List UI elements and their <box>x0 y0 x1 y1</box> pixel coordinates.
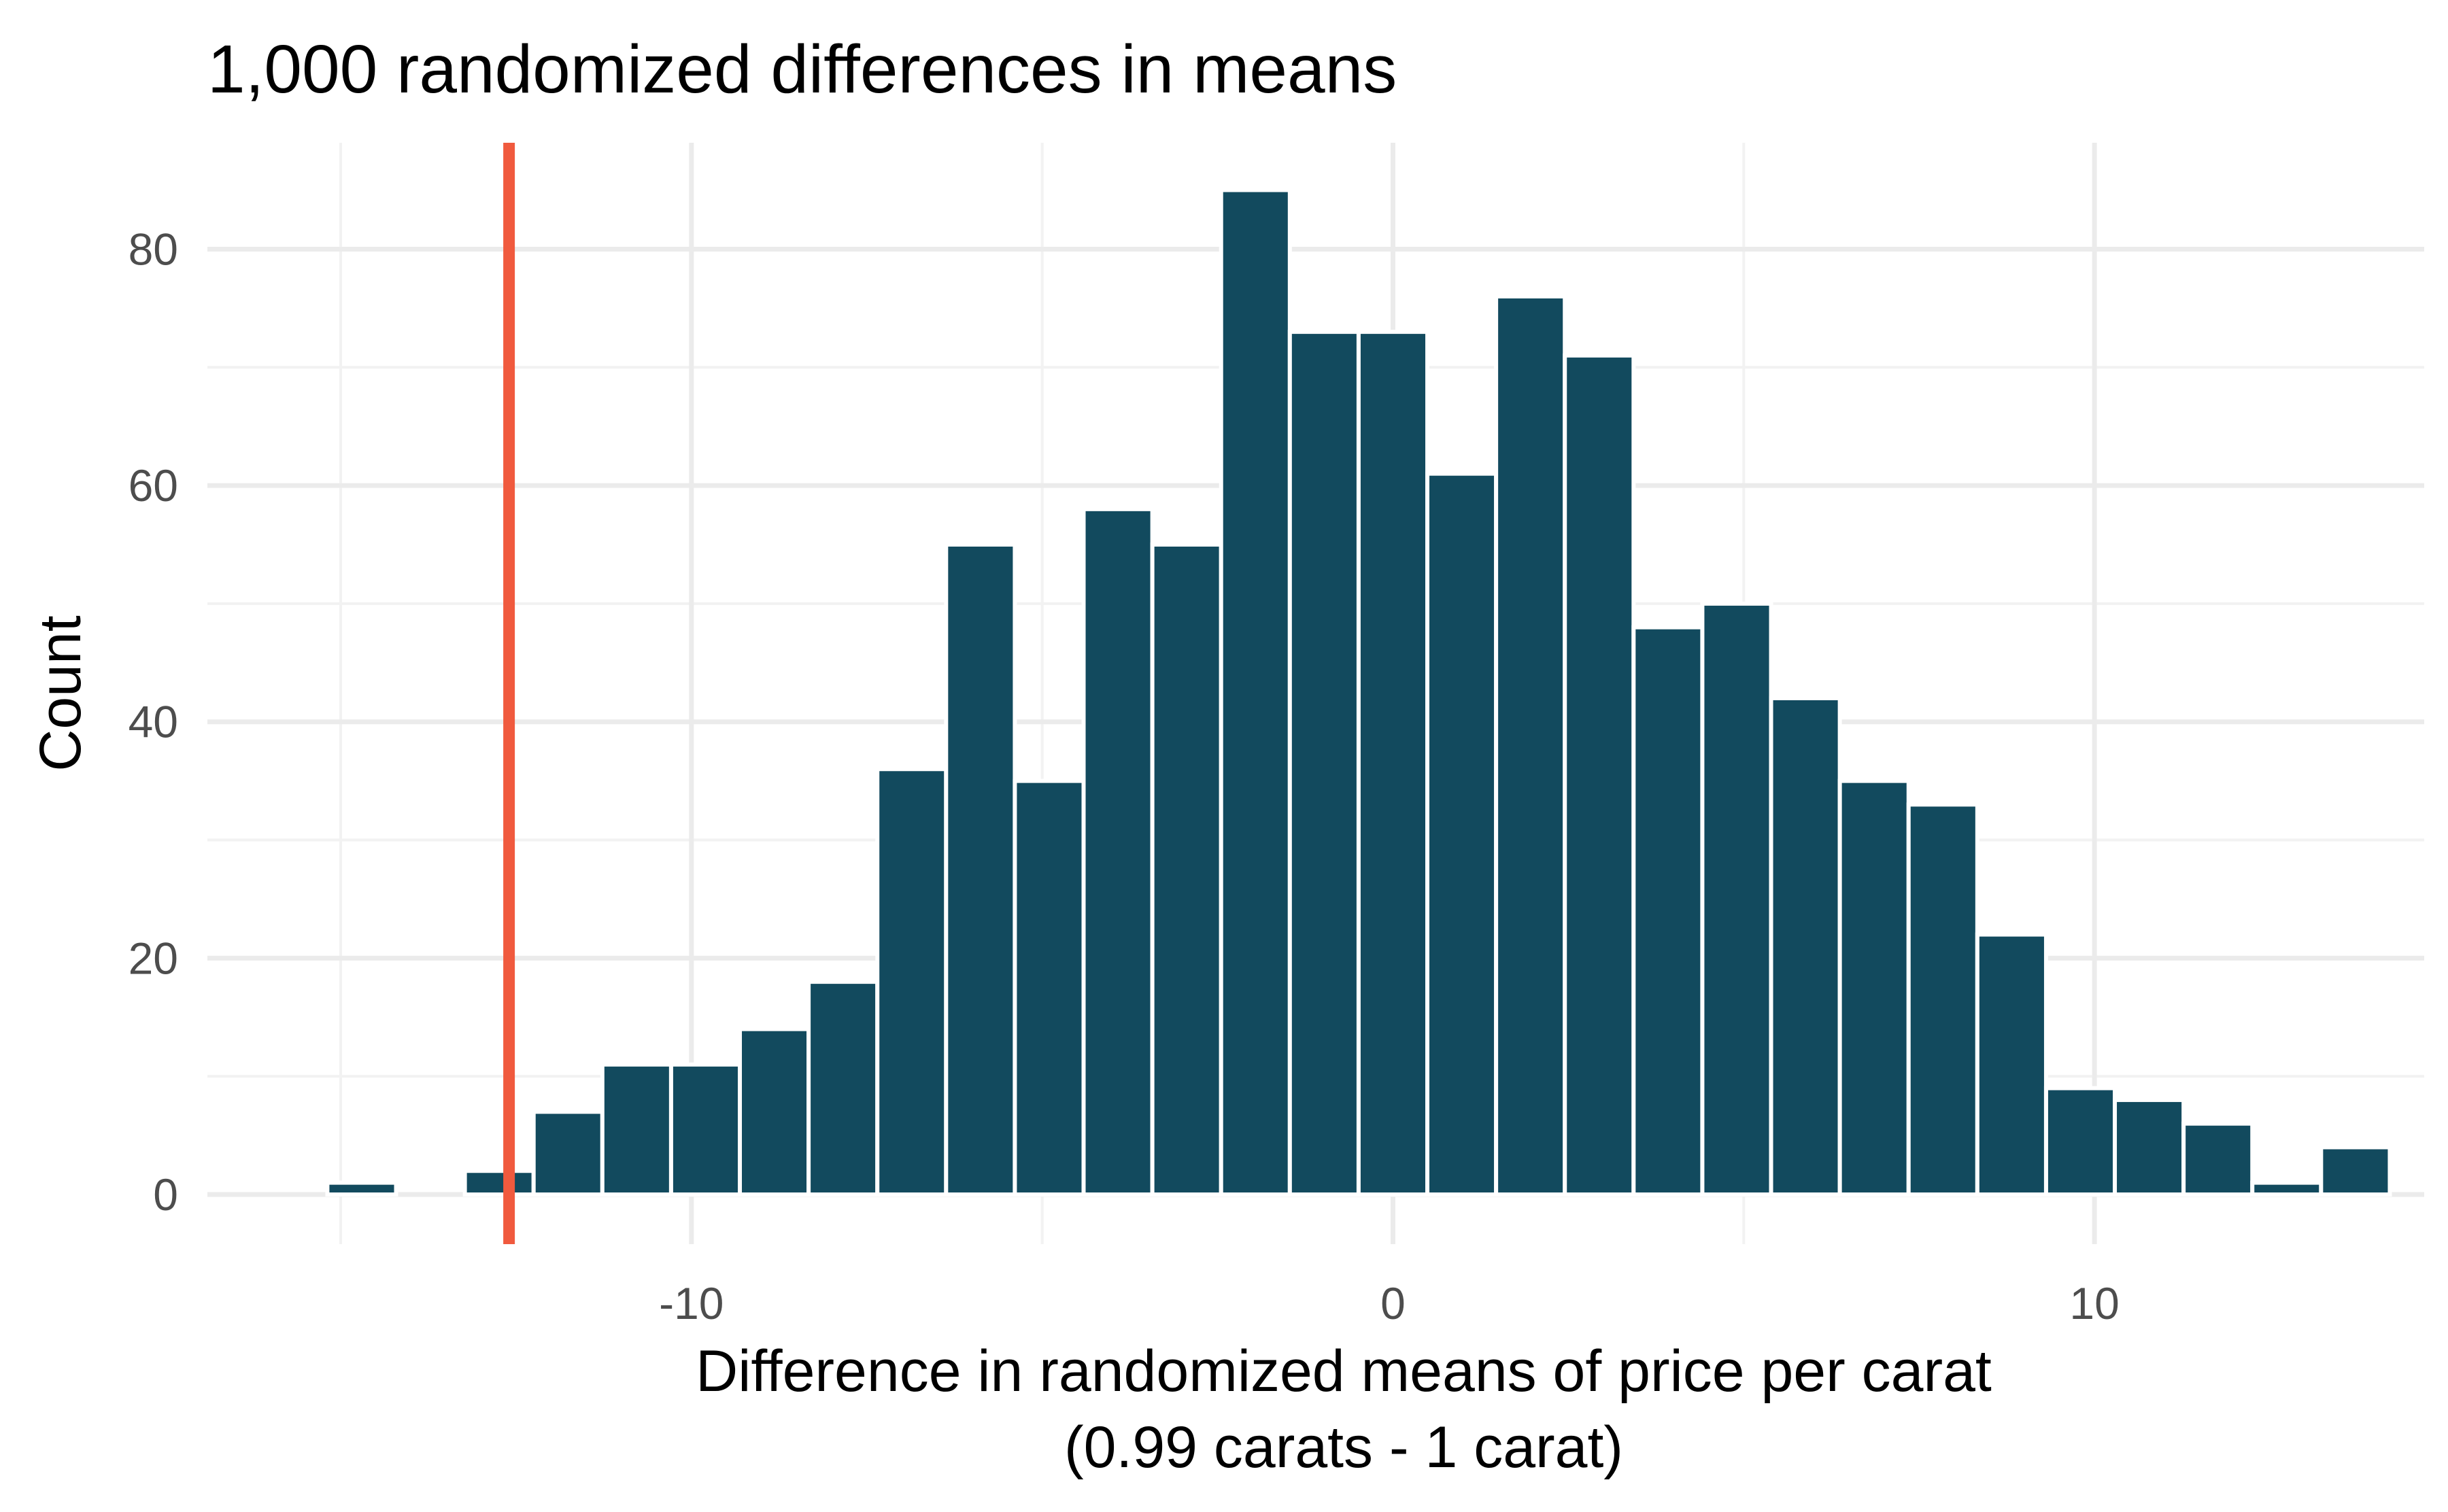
histogram-bar <box>738 1027 811 1197</box>
x-tick-label: -10 <box>659 1278 724 1328</box>
histogram-bar <box>1287 330 1361 1197</box>
y-axis-title: Count <box>28 615 93 772</box>
histogram-bar <box>2250 1180 2324 1197</box>
histogram-bar <box>1356 330 1430 1197</box>
histogram-bar <box>1837 778 1911 1197</box>
histogram-bar <box>1700 601 1773 1197</box>
histogram-bar <box>1150 542 1223 1197</box>
histogram-bar <box>1563 353 1636 1197</box>
x-tick-label: 10 <box>2069 1278 2119 1328</box>
histogram-bar <box>1975 932 2048 1197</box>
histogram-bar <box>2181 1121 2255 1197</box>
histogram-bar <box>2319 1145 2392 1197</box>
histogram-bar <box>875 767 949 1197</box>
histogram-bar <box>462 1169 536 1197</box>
histogram-bar <box>1081 506 1155 1197</box>
histogram-bars <box>325 188 2392 1197</box>
histogram-bar <box>325 1180 398 1197</box>
histogram-bar <box>2043 1086 2118 1197</box>
y-tick-label: 80 <box>129 224 178 274</box>
histogram-bar <box>1769 695 1842 1197</box>
histogram-bar <box>806 980 880 1197</box>
histogram-bar <box>2113 1097 2186 1197</box>
y-axis-tick-labels: 0 20 40 60 80 <box>129 224 178 1220</box>
x-axis-tick-labels: -10 0 10 <box>659 1278 2120 1328</box>
x-axis-title: Difference in randomized means of price … <box>696 1339 1992 1404</box>
x-tick-label: 0 <box>1380 1278 1406 1328</box>
histogram-bar <box>668 1062 743 1197</box>
histogram-bar <box>1494 294 1567 1197</box>
histogram-bar <box>600 1062 673 1197</box>
y-tick-label: 40 <box>129 697 178 747</box>
x-axis-title-line2: (0.99 carats - 1 carat) <box>1064 1415 1623 1480</box>
histogram-bar <box>1906 802 1979 1197</box>
histogram-bar <box>531 1110 605 1197</box>
histogram-bar <box>1013 778 1086 1197</box>
chart-title: 1,000 randomized differences in means <box>207 31 1397 107</box>
y-tick-label: 20 <box>129 933 178 983</box>
histogram-bar <box>944 542 1017 1197</box>
histogram-bar <box>1631 625 1705 1197</box>
y-tick-label: 0 <box>153 1169 178 1220</box>
histogram-bar <box>1425 471 1499 1197</box>
histogram-bar <box>1219 188 1292 1197</box>
y-tick-label: 60 <box>129 460 178 511</box>
